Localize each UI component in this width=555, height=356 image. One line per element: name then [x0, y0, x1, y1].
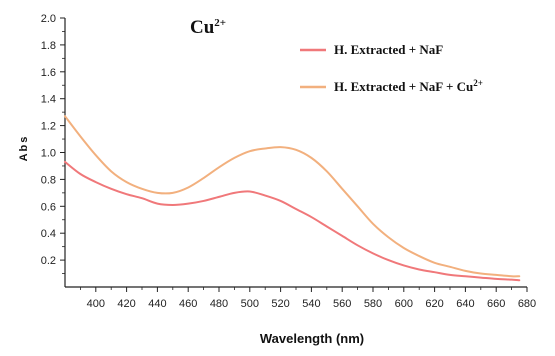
x-tick-label: 460 — [179, 298, 197, 310]
x-tick-label: 680 — [518, 298, 536, 310]
x-tick-label: 620 — [425, 298, 443, 310]
y-axis-title: Abs — [18, 135, 30, 162]
y-tick-label: 1.2 — [41, 121, 56, 133]
x-tick-label: 400 — [87, 298, 105, 310]
y-tick-label: 1.4 — [41, 94, 56, 106]
y-tick-label: 0.4 — [41, 228, 56, 240]
series-group — [64, 115, 521, 282]
chart-title-main: Cu — [190, 17, 215, 38]
x-axis-title: Wavelength (nm) — [260, 331, 364, 346]
y-tick-label: 2.0 — [41, 13, 56, 25]
legend: H. Extracted + NaF H. Extracted + NaF + C… — [300, 42, 483, 94]
chart-title-superscript: 2+ — [214, 17, 226, 29]
y-tick-label: 1.8 — [41, 40, 56, 52]
x-tick-label: 560 — [333, 298, 351, 310]
x-tick-label: 580 — [364, 298, 382, 310]
legend-label-1: H. Extracted + NaF — [334, 42, 443, 57]
y-tick-label: 0.2 — [41, 255, 56, 267]
series-line-1 — [64, 160, 521, 282]
legend-label-text: H. Extracted + NaF + Cu — [334, 79, 473, 94]
x-tick-label: 480 — [210, 298, 228, 310]
legend-label-superscript: 2+ — [473, 78, 483, 88]
y-tick-label: 1.0 — [41, 148, 56, 160]
x-tick-label: 660 — [487, 298, 505, 310]
x-tick-label: 540 — [302, 298, 320, 310]
chart-title: Cu2+ — [190, 17, 226, 38]
ticks-group: 0.2 0.4 0.6 0.8 1.0 1.2 1.4 1.6 1.8 2.0 400 420 440 4… — [41, 13, 536, 310]
x-tick-label: 520 — [271, 298, 289, 310]
legend-label-2: H. Extracted + NaF + Cu2+ — [334, 78, 483, 94]
y-tick-label: 1.6 — [41, 67, 56, 79]
x-tick-label: 420 — [117, 298, 135, 310]
x-tick-label: 440 — [148, 298, 166, 310]
axes-group — [64, 18, 527, 288]
legend-label-text: H. Extracted + NaF — [334, 42, 443, 57]
x-tick-label: 640 — [456, 298, 474, 310]
x-tick-label: 600 — [395, 298, 413, 310]
series-line-2 — [64, 115, 521, 278]
y-tick-label: 0.8 — [41, 174, 56, 186]
y-tick-label: 0.6 — [41, 201, 56, 213]
x-tick-label: 500 — [241, 298, 259, 310]
